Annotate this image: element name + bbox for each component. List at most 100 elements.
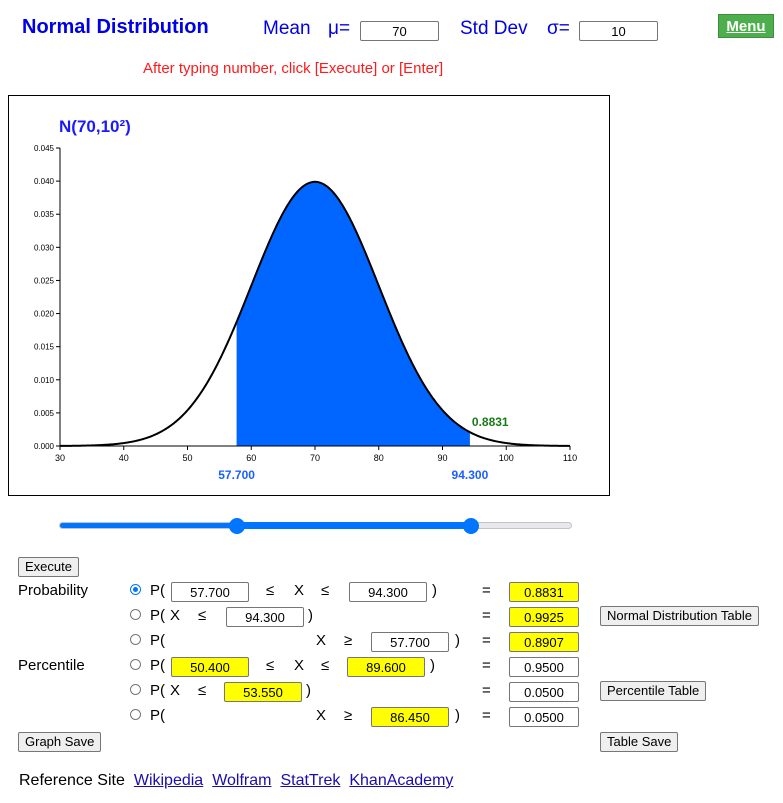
table-save-button[interactable]: Table Save [600,732,679,752]
std-dev-label: Std Dev [460,18,528,39]
link-wikipedia[interactable]: Wikipedia [133,772,204,789]
slider-low-thumb[interactable] [228,518,245,534]
y-ticks: 0.000 0.005 0.010 0.015 0.020 0.025 0.030 0.035… [34,144,60,451]
y-tick-label: 0.025 [34,276,55,285]
lower-bound-label: 57.700 [218,468,255,482]
x-tick-label: 50 [182,453,192,463]
execute-button[interactable]: Execute [18,557,79,577]
x-tick-label: 100 [499,453,514,463]
radio-prob-greater[interactable] [130,634,141,645]
x-tick-label: 110 [563,453,577,463]
p-close: ) [432,582,437,599]
chart-title: N(70,10²) [59,117,131,136]
link-stattrek[interactable]: StatTrek [280,772,341,789]
range-slider[interactable] [59,518,572,534]
equals-symbol: = [482,707,491,724]
prob-greater-result [509,632,579,652]
p-open: P( [150,607,165,624]
x-ticks: 30 40 50 60 70 80 90 100 110 [55,446,577,463]
x-tick-label: 70 [310,453,320,463]
p-close: ) [308,607,313,624]
x-tick-label: 80 [374,453,384,463]
x-symbol: X [294,582,305,599]
y-tick-label: 0.010 [34,376,55,385]
equals-symbol: = [482,657,491,674]
prob-less-upper-input[interactable] [226,607,304,627]
link-wolfram[interactable]: Wolfram [212,772,272,789]
equals-symbol: = [482,607,491,624]
y-tick-label: 0.045 [34,144,55,153]
y-tick-label: 0.040 [34,177,55,186]
pct-less-result [224,682,302,702]
le-symbol: ≤ [266,657,275,674]
x-symbol: X [316,632,327,649]
x-tick-label: 30 [55,453,65,463]
graph-save-button[interactable]: Graph Save [18,732,102,752]
instruction-hint: After typing number, click [Execute] or … [143,60,444,77]
normal-distribution-table-button[interactable]: Normal Distribution Table [600,606,759,626]
prob-between-result [509,582,579,602]
x-symbol: X [170,607,181,624]
upper-bound-label: 94.300 [452,468,489,482]
p-open: P( [150,582,165,599]
x-tick-label: 40 [119,453,129,463]
y-tick-label: 0.035 [34,210,55,219]
y-tick-label: 0.015 [34,343,55,352]
x-symbol: X [170,682,181,699]
pct-between-lower-result [171,657,249,677]
ge-symbol: ≥ [344,707,353,724]
le-symbol: ≤ [266,582,275,599]
menu-button[interactable]: Menu [718,14,774,38]
p-open: P( [150,657,165,674]
radio-prob-between[interactable] [130,584,141,595]
area-probability-label: 0.8831 [472,415,509,429]
std-dev-input[interactable] [579,21,658,41]
radio-pct-greater[interactable] [130,709,141,720]
prob-between-upper-input[interactable] [349,582,427,602]
prob-between-lower-input[interactable] [171,582,249,602]
le-symbol: ≤ [321,657,330,674]
reference-label: Reference Site [19,772,125,789]
mean-label: Mean [263,18,311,39]
pct-greater-result [371,707,449,727]
page-title: Normal Distribution [22,16,209,38]
le-symbol: ≤ [321,582,330,599]
pct-between-input[interactable] [509,657,579,677]
percentile-table-button[interactable]: Percentile Table [600,681,707,701]
le-symbol: ≤ [198,607,207,624]
slider-high-thumb[interactable] [463,518,480,534]
shaded-area [236,181,470,446]
radio-prob-less[interactable] [130,609,141,620]
y-tick-label: 0.000 [34,442,55,451]
slider-fill [236,522,472,529]
prob-greater-lower-input[interactable] [371,632,449,652]
p-close: ) [455,707,460,724]
equals-symbol: = [482,632,491,649]
p-close: ) [430,657,435,674]
normal-distribution-chart: N(70,10²) 30 40 50 60 70 80 90 100 110 0.000 0.00… [34,117,577,482]
pct-less-input[interactable] [509,682,579,702]
reference-sites: Reference Site Wikipedia Wolfram StatTrek Kh… [19,772,453,790]
x-tick-label: 60 [246,453,256,463]
percentile-label: Percentile [18,657,85,674]
pct-greater-input[interactable] [509,707,579,727]
x-symbol: X [294,657,305,674]
density-curve [59,180,571,447]
mean-input[interactable] [360,21,439,41]
y-tick-label: 0.005 [34,409,55,418]
link-khanacademy[interactable]: KhanAcademy [349,772,454,789]
p-close: ) [306,682,311,699]
x-tick-label: 90 [437,453,447,463]
radio-pct-between[interactable] [130,659,141,670]
radio-pct-less[interactable] [130,684,141,695]
prob-less-result [509,607,579,627]
equals-symbol: = [482,682,491,699]
equals-symbol: = [482,582,491,599]
le-symbol: ≤ [198,682,207,699]
p-close: ) [455,632,460,649]
probability-label: Probability [18,582,89,599]
ge-symbol: ≥ [344,632,353,649]
mu-symbol: μ= [328,18,351,39]
x-symbol: X [316,707,327,724]
graph-panel: N(70,10²) 30 40 50 60 70 80 90 100 110 0.000 0.00… [8,95,610,496]
